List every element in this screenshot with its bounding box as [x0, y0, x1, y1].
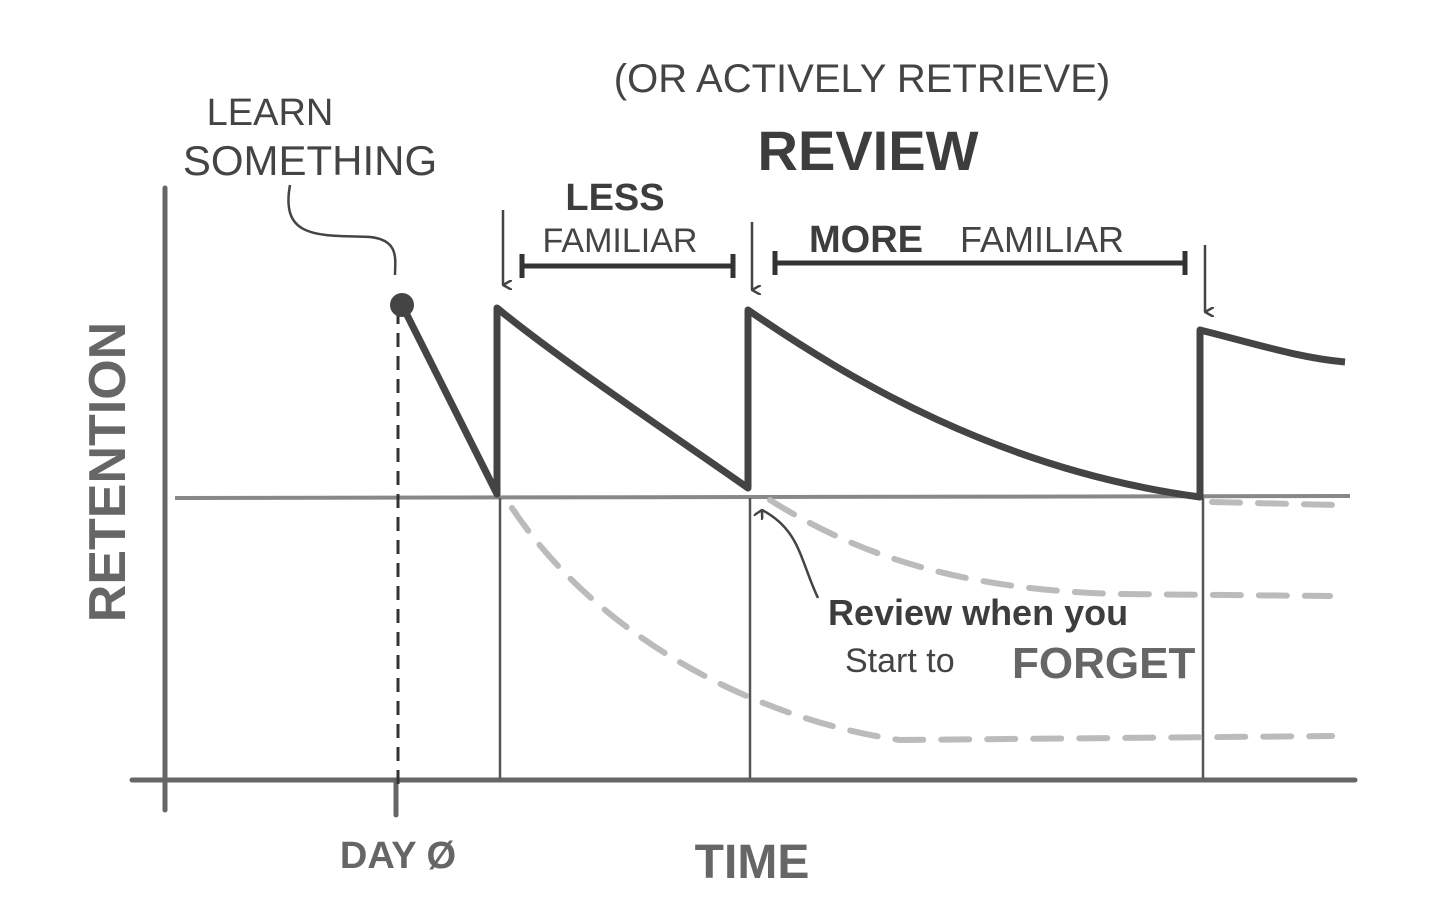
forget-label: FORGET — [1012, 639, 1195, 688]
less-label: LESS — [565, 177, 664, 219]
threshold-line — [174, 494, 1351, 500]
forget-pointer — [762, 510, 820, 599]
forget-label: Start to — [845, 642, 955, 680]
learn-label: SOMETHING — [183, 137, 437, 184]
review-title: REVIEW — [758, 119, 979, 182]
learn-label: LEARN — [207, 92, 334, 134]
x-axis-label: TIME — [695, 836, 810, 889]
day-label: DAY Ø — [340, 835, 456, 877]
axes — [129, 185, 1358, 818]
more-label: MORE — [809, 219, 923, 261]
review-lines — [498, 498, 1205, 778]
less-label: FAMILIAR — [543, 222, 698, 260]
forgetting-curves — [509, 497, 1338, 744]
learn-point — [390, 293, 414, 317]
brackets — [519, 251, 1188, 278]
learn-pointer — [287, 184, 397, 276]
review-arrows — [501, 210, 1205, 312]
y-axis-label: RETENTION — [79, 322, 137, 622]
forget-label: Review when you — [828, 592, 1128, 633]
note: (OR ACTIVELY RETRIEVE) — [614, 57, 1110, 101]
more-label: FAMILIAR — [960, 219, 1124, 260]
retention-curve — [398, 303, 1346, 501]
